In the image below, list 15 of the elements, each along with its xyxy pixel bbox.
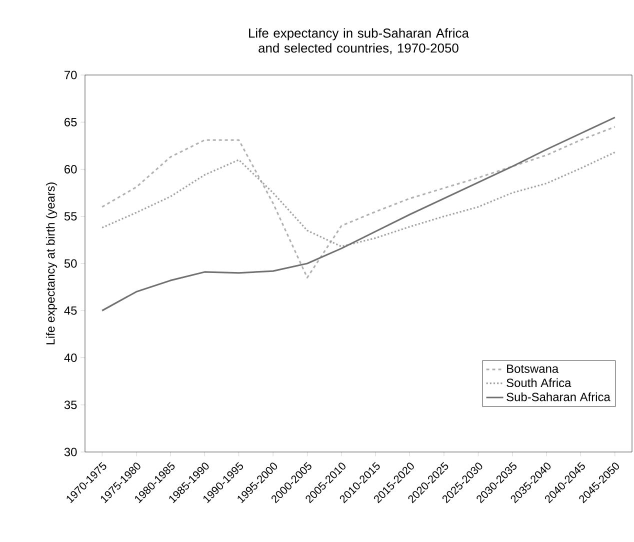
legend-label: South Africa (506, 378, 572, 388)
y-tick-label: 70 (64, 70, 77, 80)
y-tick-label: 50 (64, 259, 77, 268)
y-tick-label: 35 (64, 400, 77, 410)
y-tick-label: 40 (64, 354, 77, 362)
y-tick-label: 65 (64, 118, 77, 126)
legend-label: Botswana (507, 364, 559, 373)
y-axis-title: Life expectancy at birth (years) (46, 182, 58, 344)
line-series (101, 151, 616, 248)
y-tick-label: 30 (64, 448, 77, 456)
chart-title: Life expectancy in sub-Saharan Africa and selected countries, 1970-2050 (249, 28, 469, 54)
legend-label: Sub-Saharan Africa (506, 392, 610, 402)
y-tick-label: 60 (64, 165, 77, 174)
y-tick-label: 55 (64, 212, 77, 221)
y-tick-label: 45 (64, 306, 77, 315)
